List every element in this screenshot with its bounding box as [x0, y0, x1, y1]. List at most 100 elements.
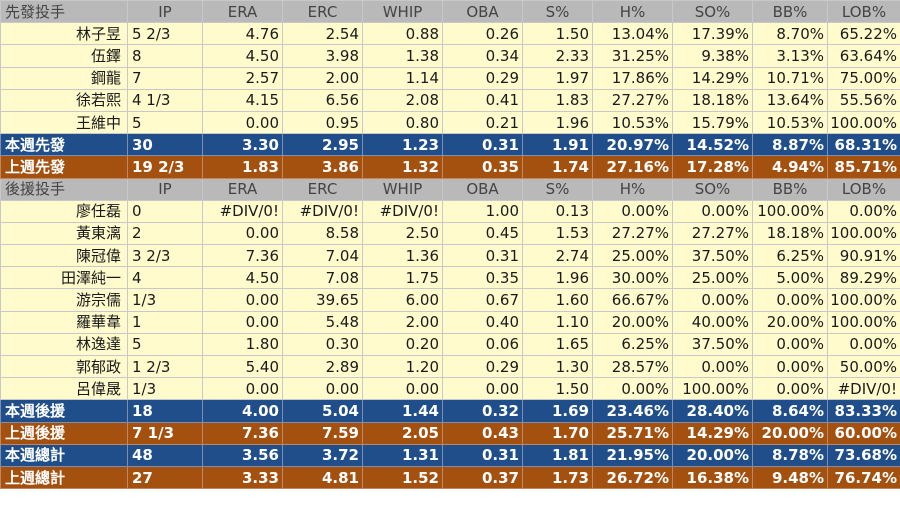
relievers-header-row: 後援投手 IP ERA ERC WHIP OBA S% H% SO% BB% LOB% — [0, 177, 900, 201]
cell-s: 1.69 — [522, 399, 593, 423]
cell-lob: 0.00% — [827, 199, 900, 223]
cell-name: 上週總計 — [0, 465, 128, 490]
cell-oba: 0.31 — [442, 244, 523, 268]
header-cell-s: S% — [522, 177, 593, 201]
header-cell-erc: ERC — [282, 177, 363, 201]
cell-lob: 75.00% — [827, 66, 900, 90]
cell-erc: 4.81 — [282, 465, 363, 490]
cell-bb: 8.87% — [752, 133, 828, 157]
cell-oba: 0.43 — [442, 421, 523, 445]
cell-oba: 0.37 — [442, 465, 523, 490]
starters-header-row: 先發投手 IP ERA ERC WHIP OBA S% H% SO% BB% LOB% — [0, 0, 900, 24]
header-cell-name: 後援投手 — [0, 177, 128, 201]
cell-whip: 1.23 — [362, 133, 443, 157]
cell-whip: 1.32 — [362, 155, 443, 179]
cell-lob: 65.22% — [827, 22, 900, 46]
cell-lob: #DIV/0! — [827, 377, 900, 401]
cell-name: 林逸達 — [0, 332, 128, 357]
cell-name: 上週後援 — [0, 421, 128, 445]
cell-so: 15.79% — [672, 110, 753, 135]
cell-ip: 4 1/3 — [127, 88, 203, 112]
cell-s: 1.97 — [522, 66, 593, 90]
cell-lob: 83.33% — [827, 399, 900, 423]
cell-so: 25.00% — [672, 266, 753, 290]
cell-oba: 0.31 — [442, 443, 523, 467]
cell-ip: 30 — [127, 133, 203, 157]
cell-h: 17.86% — [592, 66, 673, 90]
cell-oba: 0.35 — [442, 155, 523, 179]
cell-name: 鋼龍 — [0, 66, 128, 90]
cell-bb: 8.64% — [752, 399, 828, 423]
cell-so: 9.38% — [672, 44, 753, 68]
cell-ip: 2 — [127, 221, 203, 246]
cell-s: 1.30 — [522, 354, 593, 379]
cell-whip: 2.50 — [362, 221, 443, 246]
cell-whip: 1.14 — [362, 66, 443, 90]
cell-ip: 19 2/3 — [127, 155, 203, 179]
cell-whip: 1.36 — [362, 244, 443, 268]
cell-ip: 18 — [127, 399, 203, 423]
header-cell-erc: ERC — [282, 0, 363, 24]
cell-bb: 20.00% — [752, 310, 828, 334]
cell-oba: 0.00 — [442, 377, 523, 401]
cell-lob: 100.00% — [827, 310, 900, 334]
cell-name: 徐若熙 — [0, 88, 128, 112]
cell-oba: 0.67 — [442, 288, 523, 312]
cell-so: 0.00% — [672, 199, 753, 223]
cell-name: 廖任磊 — [0, 199, 128, 223]
cell-lob: 100.00% — [827, 110, 900, 135]
cell-bb: 0.00% — [752, 377, 828, 401]
cell-erc: 0.95 — [282, 110, 363, 135]
cell-name: 本週後援 — [0, 399, 128, 423]
cell-bb: 10.53% — [752, 110, 828, 135]
cell-s: 1.74 — [522, 155, 593, 179]
cell-era: 7.36 — [202, 421, 283, 445]
cell-so: 28.40% — [672, 399, 753, 423]
cell-so: 0.00% — [672, 354, 753, 379]
cell-whip: 1.20 — [362, 354, 443, 379]
cell-so: 17.28% — [672, 155, 753, 179]
cell-bb: 100.00% — [752, 199, 828, 223]
cell-oba: 0.34 — [442, 44, 523, 68]
cell-whip: 0.88 — [362, 22, 443, 46]
cell-erc: 8.58 — [282, 221, 363, 246]
cell-so: 18.18% — [672, 88, 753, 112]
reliever-row: 陳冠偉 3 2/3 7.36 7.04 1.36 0.31 2.74 25.00% 37.50%… — [0, 244, 900, 268]
cell-era: 7.36 — [202, 244, 283, 268]
reliever-row: 呂偉晟 1/3 0.00 0.00 0.00 0.00 1.50 0.00% 100.00% 0… — [0, 377, 900, 401]
cell-era: 4.15 — [202, 88, 283, 112]
cell-whip: 2.00 — [362, 310, 443, 334]
cell-lob: 50.00% — [827, 354, 900, 379]
cell-name: 上週先發 — [0, 155, 128, 179]
starter-row: 徐若熙 4 1/3 4.15 6.56 2.08 0.41 1.83 27.27% 18.18%… — [0, 88, 900, 112]
cell-erc: 2.95 — [282, 133, 363, 157]
cell-bb: 3.13% — [752, 44, 828, 68]
cell-ip: 1 — [127, 310, 203, 334]
cell-name: 田澤純一 — [0, 266, 128, 290]
cell-ip: 5 — [127, 110, 203, 135]
cell-bb: 5.00% — [752, 266, 828, 290]
cell-lob: 55.56% — [827, 88, 900, 112]
cell-era: 4.50 — [202, 44, 283, 68]
cell-so: 37.50% — [672, 332, 753, 357]
header-cell-era: ERA — [202, 0, 283, 24]
cell-bb: 18.18% — [752, 221, 828, 246]
reliever-row: 廖任磊 0 #DIV/0! #DIV/0! #DIV/0! 1.00 0.13 0.00% 0.… — [0, 199, 900, 223]
cell-name: 伍鐸 — [0, 44, 128, 68]
cell-name: 郭郁政 — [0, 354, 128, 379]
cell-s: 1.91 — [522, 133, 593, 157]
cell-ip: 48 — [127, 443, 203, 467]
cell-ip: 1/3 — [127, 288, 203, 312]
cell-h: 25.00% — [592, 244, 673, 268]
cell-bb: 20.00% — [752, 421, 828, 445]
cell-s: 1.73 — [522, 465, 593, 490]
cell-era: 4.00 — [202, 399, 283, 423]
cell-h: 13.04% — [592, 22, 673, 46]
cell-ip: 4 — [127, 266, 203, 290]
cell-ip: 27 — [127, 465, 203, 490]
cell-oba: 0.06 — [442, 332, 523, 357]
cell-oba: 0.31 — [442, 133, 523, 157]
cell-h: 21.95% — [592, 443, 673, 467]
cell-s: 1.81 — [522, 443, 593, 467]
cell-bb: 0.00% — [752, 332, 828, 357]
